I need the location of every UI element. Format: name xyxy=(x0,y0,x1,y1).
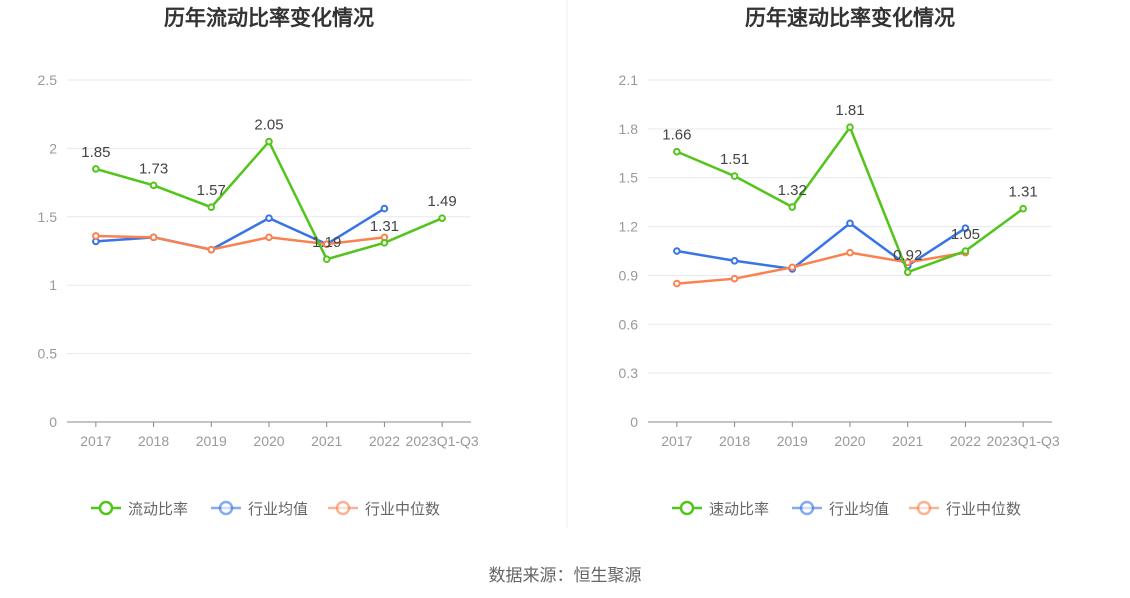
data-point[interactable] xyxy=(961,247,970,255)
data-point[interactable] xyxy=(788,203,797,211)
legend-label[interactable]: 行业中位数 xyxy=(946,501,1021,518)
data-point[interactable] xyxy=(207,203,216,212)
series-line xyxy=(95,234,385,251)
data-point[interactable] xyxy=(673,147,681,156)
legend-label[interactable]: 行业均值 xyxy=(248,501,308,518)
data-label: 1.81 xyxy=(835,102,864,119)
data-label: 2.05 xyxy=(254,117,283,134)
y-tick-label: 0.6 xyxy=(619,316,639,332)
data-point[interactable] xyxy=(438,214,446,222)
x-tick-label: 2023Q1-Q3 xyxy=(406,433,479,449)
legend-label[interactable]: 行业均值 xyxy=(829,501,889,518)
data-point[interactable] xyxy=(265,233,273,242)
data-label: 1.05 xyxy=(951,226,980,243)
data-point[interactable] xyxy=(961,224,970,232)
data-point[interactable] xyxy=(265,214,273,222)
data-label: 1.85 xyxy=(81,144,110,161)
data-point[interactable] xyxy=(673,279,681,288)
data-label: 1.32 xyxy=(778,182,807,199)
data-point[interactable] xyxy=(846,123,854,132)
y-tick-label: 2 xyxy=(49,140,57,156)
legend-marker-icon[interactable] xyxy=(799,500,815,516)
legend-marker-icon[interactable] xyxy=(679,500,695,516)
data-point[interactable] xyxy=(92,165,100,173)
y-tick-label: 2.5 xyxy=(38,72,58,88)
y-tick-label: 1.2 xyxy=(619,219,639,235)
y-tick-label: 1.8 xyxy=(619,121,639,137)
data-point[interactable] xyxy=(149,181,158,190)
legend-marker-icon[interactable] xyxy=(335,500,351,516)
legend-marker-icon[interactable] xyxy=(916,500,932,516)
y-tick-label: 1.5 xyxy=(619,170,639,186)
y-tick-label: 0.3 xyxy=(619,365,639,381)
data-label: 0.92 xyxy=(893,247,922,264)
data-point[interactable] xyxy=(846,219,854,228)
y-tick-label: 1 xyxy=(49,277,57,293)
x-tick-label: 2021 xyxy=(311,433,342,449)
data-point[interactable] xyxy=(380,204,389,213)
x-tick-label: 2022 xyxy=(369,433,400,449)
y-tick-label: 0 xyxy=(630,414,638,430)
data-point[interactable] xyxy=(322,240,331,248)
x-tick-label: 2018 xyxy=(138,433,169,449)
data-point[interactable] xyxy=(149,233,158,242)
legend-marker-icon[interactable] xyxy=(218,500,234,516)
data-point[interactable] xyxy=(788,263,797,272)
legend-label[interactable]: 速动比率 xyxy=(709,501,769,518)
data-point[interactable] xyxy=(92,232,100,240)
data-point[interactable] xyxy=(265,137,273,146)
x-tick-label: 2020 xyxy=(834,433,865,449)
y-tick-label: 1.5 xyxy=(38,209,58,225)
legend-label[interactable]: 流动比率 xyxy=(128,501,188,518)
data-label: 1.51 xyxy=(720,151,749,168)
data-point[interactable] xyxy=(846,248,854,257)
data-source: 数据来源：恒生聚源 xyxy=(488,566,642,585)
y-tick-label: 0 xyxy=(49,414,57,430)
legend-label[interactable]: 行业中位数 xyxy=(365,501,440,518)
legend-marker-icon[interactable] xyxy=(98,500,114,516)
series-line xyxy=(676,221,967,271)
x-tick-label: 2020 xyxy=(253,433,284,449)
data-point[interactable] xyxy=(903,268,912,276)
x-tick-label: 2021 xyxy=(892,433,923,449)
x-tick-label: 2017 xyxy=(80,433,111,449)
y-tick-label: 0.5 xyxy=(38,346,58,362)
data-point[interactable] xyxy=(730,256,739,265)
x-tick-label: 2022 xyxy=(950,433,981,449)
data-label: 1.66 xyxy=(662,127,691,144)
data-point[interactable] xyxy=(207,245,216,254)
data-label: 1.19 xyxy=(312,234,341,251)
y-tick-label: 2.1 xyxy=(619,72,639,88)
x-tick-label: 2018 xyxy=(719,433,750,449)
data-label: 1.31 xyxy=(370,218,399,235)
x-tick-label: 2017 xyxy=(661,433,692,449)
series-line xyxy=(676,251,966,285)
data-point[interactable] xyxy=(673,247,681,255)
data-point[interactable] xyxy=(730,172,739,180)
data-label: 1.31 xyxy=(1009,184,1038,201)
data-label: 1.49 xyxy=(428,193,457,210)
data-point[interactable] xyxy=(730,274,739,283)
x-tick-label: 2019 xyxy=(196,433,227,449)
data-point[interactable] xyxy=(322,255,331,264)
y-tick-label: 0.9 xyxy=(619,267,639,283)
chart-title: 历年速动比率变化情况 xyxy=(745,6,955,30)
data-label: 1.73 xyxy=(139,160,168,177)
x-tick-label: 2019 xyxy=(777,433,808,449)
data-label: 1.57 xyxy=(197,182,226,199)
x-tick-label: 2023Q1-Q3 xyxy=(987,433,1060,449)
chart-title: 历年流动比率变化情况 xyxy=(164,6,374,30)
series-line xyxy=(95,139,443,261)
data-point[interactable] xyxy=(380,238,389,247)
data-point[interactable] xyxy=(1019,204,1027,213)
